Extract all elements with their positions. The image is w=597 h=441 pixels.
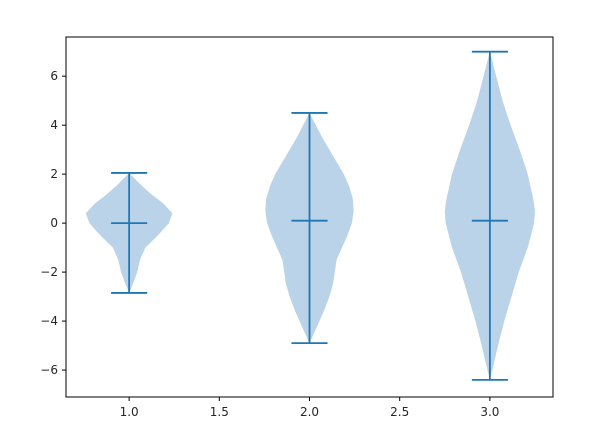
y-tick-label-4: 0 bbox=[50, 216, 58, 230]
axes-layer: 1.0 1.5 2.0 2.5 3.0 −6 −4 −2 0 2 4 6 bbox=[40, 36, 554, 419]
y-tick-label-7: 6 bbox=[50, 69, 58, 83]
x-tick-label-4: 2.5 bbox=[390, 405, 409, 419]
x-tick-label-2: 1.5 bbox=[210, 405, 229, 419]
y-tick-label-2: −4 bbox=[40, 314, 58, 328]
x-tick-label-1: 1.0 bbox=[120, 405, 139, 419]
x-tick-label-3: 2.0 bbox=[300, 405, 319, 419]
x-tick-label-5: 3.0 bbox=[480, 405, 499, 419]
y-tick-label-6: 4 bbox=[50, 118, 58, 132]
y-tick-label-3: −2 bbox=[40, 265, 58, 279]
violin-layer bbox=[85, 50, 535, 381]
y-tick-label-1: −6 bbox=[40, 363, 58, 377]
y-tick-label-5: 2 bbox=[50, 167, 58, 181]
